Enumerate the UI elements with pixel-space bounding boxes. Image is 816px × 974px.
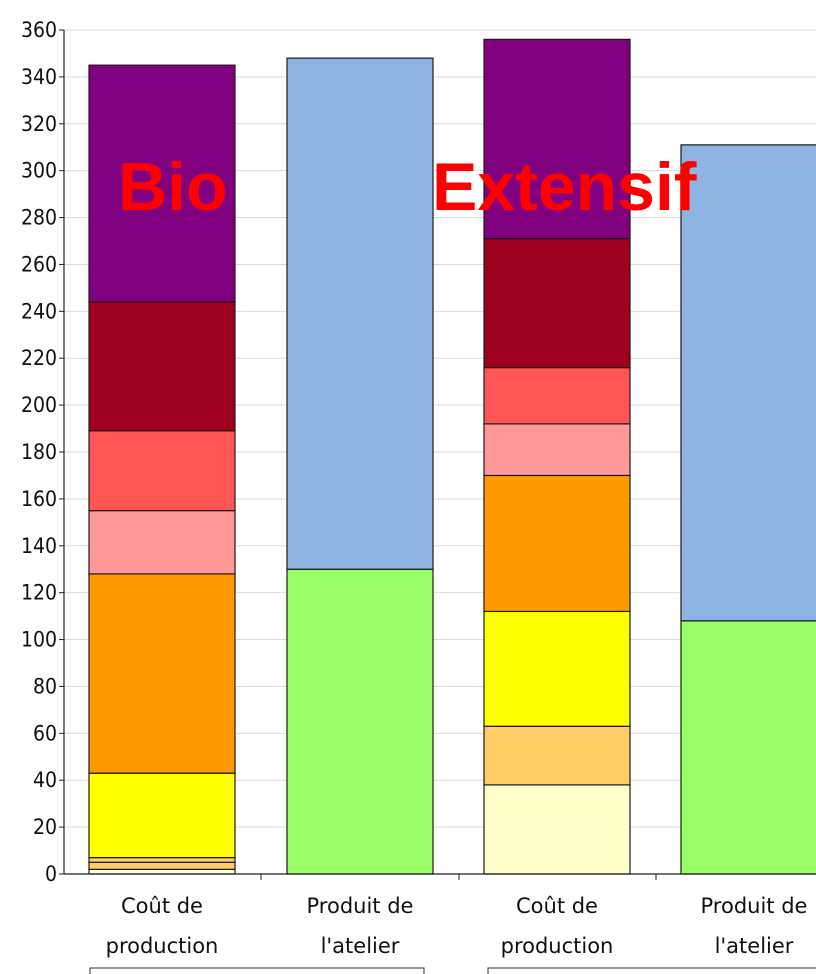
bar-3-segment-7 bbox=[483, 238, 631, 369]
bar-1-segment-9 bbox=[88, 64, 236, 303]
bar-1-segment-1 bbox=[88, 868, 236, 875]
bar-3-segment-5 bbox=[483, 423, 631, 477]
bar-3-segment-6 bbox=[483, 367, 631, 425]
legend-box-bio bbox=[89, 967, 425, 974]
category-label-line2: production bbox=[501, 934, 614, 958]
bar-1-segment-8 bbox=[88, 301, 236, 432]
category-label-line2: production bbox=[106, 934, 219, 958]
y-tick-label: 200 bbox=[21, 393, 57, 417]
bar-3-segment-3 bbox=[483, 610, 631, 727]
y-tick-label: 160 bbox=[21, 487, 57, 511]
bar-4-segment-2 bbox=[680, 144, 816, 622]
y-tick-label: 260 bbox=[21, 252, 57, 276]
y-tick-label: 340 bbox=[21, 65, 57, 89]
bar-1-segment-4 bbox=[88, 772, 236, 859]
y-tick-label: 280 bbox=[21, 206, 57, 230]
category-label-line1: Coût de bbox=[121, 894, 203, 918]
y-tick-label: 240 bbox=[21, 299, 57, 323]
y-tick-label: 100 bbox=[21, 628, 57, 652]
bar-1-segment-3 bbox=[88, 856, 236, 863]
bars bbox=[88, 38, 816, 875]
bar-1-segment-2 bbox=[88, 861, 236, 870]
y-tick-label: 60 bbox=[33, 721, 57, 745]
y-tick-label: 140 bbox=[21, 534, 57, 558]
y-tick-label: 0 bbox=[45, 862, 57, 886]
bar-3-segment-8 bbox=[483, 38, 631, 240]
category-label-line2: l'atelier bbox=[715, 934, 794, 958]
y-tick-label: 80 bbox=[33, 674, 57, 698]
bar-1-segment-6 bbox=[88, 510, 236, 575]
bar-2-segment-2 bbox=[286, 57, 434, 570]
category-label-line2: l'atelier bbox=[321, 934, 400, 958]
legend-box-extensif bbox=[487, 967, 816, 974]
bar-1-segment-5 bbox=[88, 573, 236, 774]
x-axis-categories: Coût de production Produit de l'atelier Coût… bbox=[106, 874, 808, 958]
bar-3-segment-4 bbox=[483, 474, 631, 613]
y-tick-label: 300 bbox=[21, 159, 57, 183]
bar-4-segment-1 bbox=[680, 620, 816, 875]
category-label-line1: Coût de bbox=[516, 894, 598, 918]
label-extensif: Extensif bbox=[432, 149, 697, 225]
label-bio: Bio bbox=[118, 149, 228, 225]
y-tick-label: 40 bbox=[33, 768, 57, 792]
y-tick-label: 220 bbox=[21, 346, 57, 370]
y-axis: 0 20 40 60 80 100 120 140 160 180 200 220 240 260 280 3… bbox=[21, 18, 816, 886]
y-tick-label: 320 bbox=[21, 112, 57, 136]
bar-1-segment-7 bbox=[88, 430, 236, 512]
y-tick-label: 360 bbox=[21, 18, 57, 42]
y-tick-label: 180 bbox=[21, 440, 57, 464]
bar-3-segment-2 bbox=[483, 725, 631, 786]
bar-2-segment-1 bbox=[286, 568, 434, 875]
category-label-line1: Produit de bbox=[701, 894, 808, 918]
y-tick-label: 20 bbox=[33, 815, 57, 839]
bar-3-segment-1 bbox=[483, 784, 631, 875]
y-tick-label: 120 bbox=[21, 581, 57, 605]
category-label-line1: Produit de bbox=[307, 894, 414, 918]
